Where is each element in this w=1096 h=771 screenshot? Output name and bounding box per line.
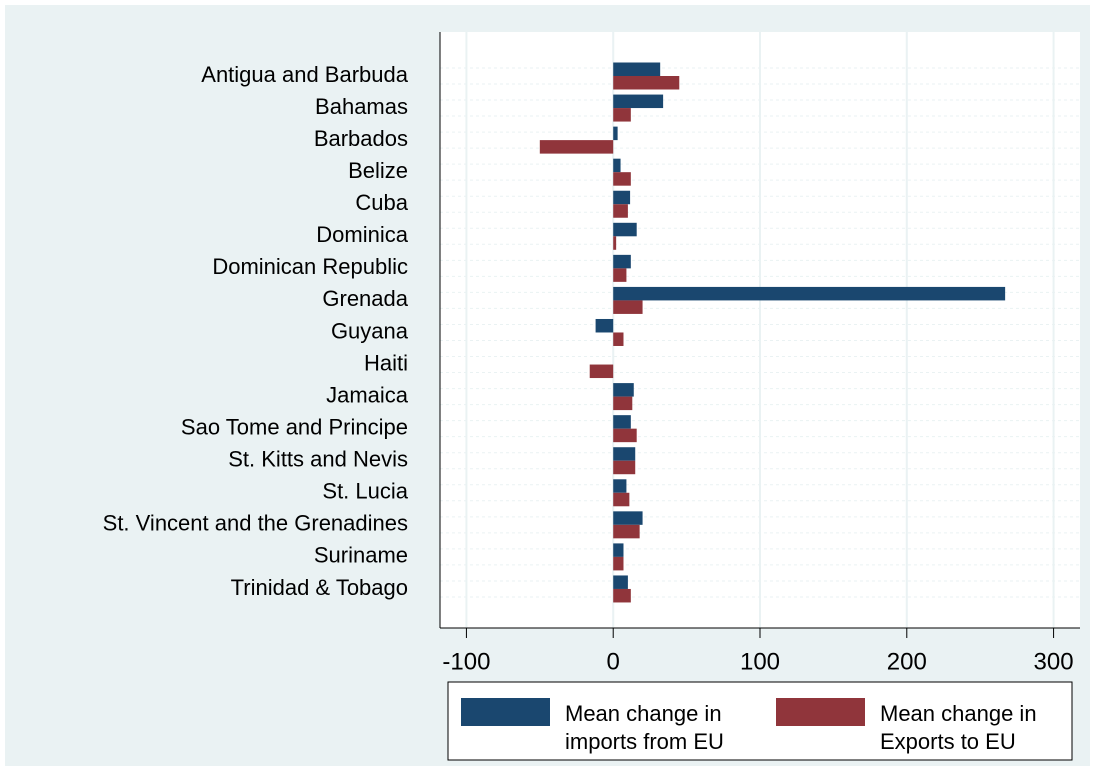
y-tick-label: Trinidad & Tobago (231, 575, 408, 600)
bar (613, 172, 631, 186)
y-tick-label: St. Kitts and Nevis (228, 447, 408, 472)
y-tick-label: Bahamas (315, 94, 408, 119)
bar (613, 383, 634, 397)
bar (613, 94, 664, 109)
y-tick-label: St. Lucia (322, 479, 408, 504)
bar (589, 364, 614, 379)
bar (613, 460, 636, 475)
y-tick-label: Grenada (322, 286, 408, 311)
bar (613, 479, 627, 493)
x-tick-label: 200 (887, 648, 927, 675)
y-tick-label: St. Vincent and the Grenadines (103, 511, 408, 536)
y-tick-label: Cuba (355, 190, 408, 215)
bar (613, 268, 627, 282)
y-tick-label: Dominican Republic (212, 254, 408, 279)
bar (613, 556, 624, 571)
bar (613, 126, 618, 141)
legend-label: Mean change in imports from EU (565, 701, 724, 754)
legend-swatch (776, 698, 865, 726)
x-tick-label: 0 (607, 648, 620, 675)
bar (613, 524, 640, 539)
bar (539, 140, 614, 154)
bar (613, 396, 633, 411)
y-tick-label: Suriname (314, 543, 408, 568)
bar (613, 428, 637, 443)
x-tick-label: -100 (442, 648, 490, 675)
bar (613, 588, 631, 603)
bar (613, 543, 624, 557)
y-tick-label: Antigua and Barbuda (201, 62, 408, 87)
bar (613, 300, 643, 314)
y-tick-label: Belize (348, 158, 408, 183)
bar (613, 190, 631, 205)
y-tick-label: Sao Tome and Principe (181, 414, 408, 439)
bar (613, 222, 637, 237)
bar (613, 575, 628, 589)
bar (613, 332, 624, 346)
bar (613, 254, 631, 269)
bar (613, 204, 628, 218)
legend-label: Mean change in Exports to EU (880, 701, 1037, 754)
bar (613, 286, 1006, 301)
bar (613, 236, 617, 250)
legend-box (447, 681, 1073, 761)
y-tick-label: Haiti (364, 350, 408, 375)
y-tick-label: Barbados (314, 126, 408, 151)
y-tick-label: Dominica (316, 222, 408, 247)
bar (613, 447, 636, 461)
bar (613, 511, 643, 525)
bar (613, 492, 630, 507)
legend-swatch (461, 698, 550, 726)
bar (613, 108, 631, 122)
x-tick-label: 100 (740, 648, 780, 675)
x-tick-label: 300 (1034, 648, 1074, 675)
bar (613, 62, 661, 76)
bar (613, 76, 680, 90)
bar (595, 318, 614, 333)
y-tick-label: Guyana (331, 318, 409, 343)
y-tick-label: Jamaica (326, 382, 409, 407)
bar (613, 158, 621, 173)
bar (613, 415, 631, 429)
